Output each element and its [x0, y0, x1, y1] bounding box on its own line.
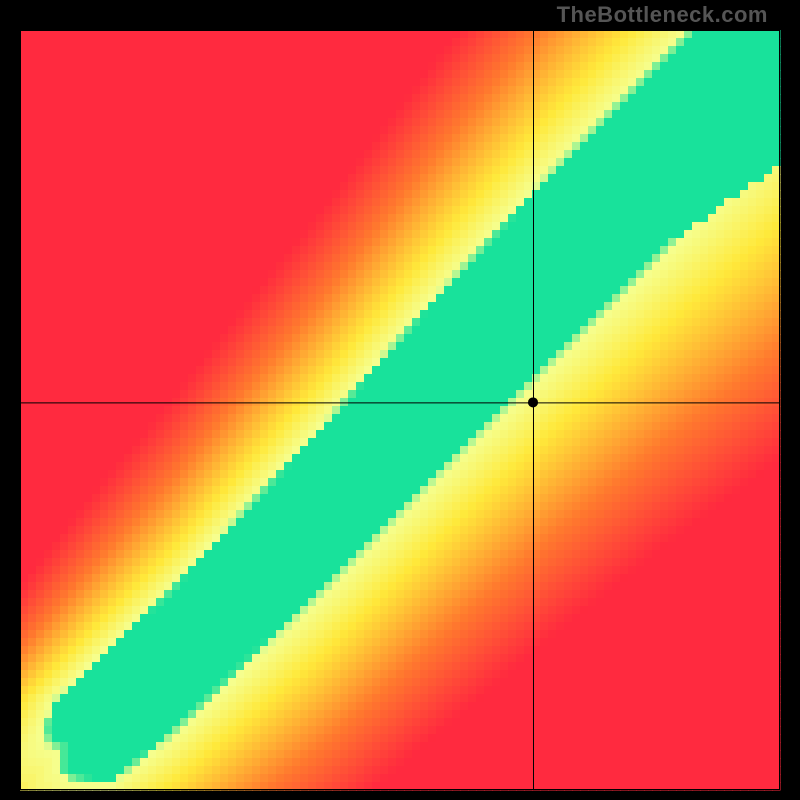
watermark-text: TheBottleneck.com	[557, 2, 768, 28]
bottleneck-heatmap	[0, 0, 800, 800]
